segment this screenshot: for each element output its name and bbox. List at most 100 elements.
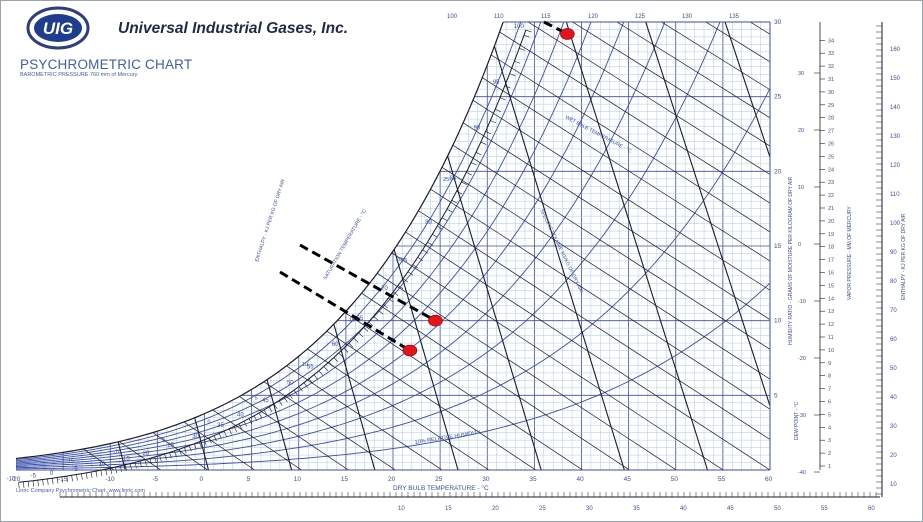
state-point-marker: [428, 314, 443, 327]
vapor-pressure-label: 11: [828, 335, 834, 341]
enthalpy-scale-tick: [427, 241, 433, 246]
enthalpy-scale-tick: [27, 481, 30, 488]
enthalpy-scale-tick: [42, 479, 44, 486]
vapor-pressure-label: 24: [828, 167, 834, 173]
enthalpy-scale-tick: [144, 459, 147, 466]
vapor-pressure-label: 27: [828, 129, 834, 135]
enthalpy-line: [73, 22, 770, 470]
wet-bulb-label: 0: [208, 420, 211, 426]
vapor-pressure-label: 6: [828, 400, 831, 406]
enthalpy-scale-tick: [71, 475, 73, 482]
enthalpy-right-label: 160: [890, 47, 901, 53]
enthalpy-scale-tick: [293, 390, 298, 396]
enthalpy-scale-label: 70: [381, 286, 388, 292]
x-tick-label: 5: [247, 476, 251, 483]
dewpoint-label: 20: [798, 128, 804, 134]
vapor-pressure-label: 4: [828, 425, 831, 431]
enthalpy-scale-tick: [328, 361, 334, 367]
vapor-pressure-label: 7: [828, 387, 831, 393]
enthalpy-scale-tick: [393, 291, 399, 296]
enthalpy-scale-tick: [243, 421, 248, 427]
enthalpy-scale-label: 10: [99, 462, 106, 468]
vapor-pressure-label: 34: [828, 38, 834, 44]
enthalpy-right-label: 90: [890, 250, 897, 256]
enthalpy-scale-tick: [373, 316, 379, 321]
x-tick-label: 60: [765, 476, 773, 483]
enthalpy-scale-tick: [509, 73, 516, 77]
enthalpy-scale-tick: [397, 285, 404, 290]
enthalpy-scale-title: ENTHALPY - KJ PER KG OF DRY AIR: [254, 178, 287, 262]
x-tick-label: 35: [529, 476, 537, 483]
chart-curves: [16, 22, 770, 470]
enthalpy-scale-tick: [263, 409, 268, 416]
vapor-pressure-label: 33: [828, 51, 834, 57]
enthalpy-scale-tick: [323, 366, 329, 372]
y-tick-label: 20: [774, 168, 782, 175]
enthalpy-bottom-label: 30: [586, 506, 593, 512]
enthalpy-top-label: 130: [682, 14, 693, 20]
enthalpy-line: [16, 22, 440, 470]
enthalpy-top-label: 135: [729, 14, 740, 20]
enthalpy-scale-tick: [313, 374, 318, 380]
enthalpy-scale-tick: [159, 455, 162, 462]
x-tick-label: -15: [58, 476, 68, 483]
x-axis-title: DRY BULB TEMPERATURE - °C: [393, 484, 489, 492]
enthalpy-scale-tick: [85, 472, 88, 479]
enthalpy-right-label: 30: [890, 424, 897, 430]
enthalpy-bottom-label: 50: [774, 506, 781, 512]
enthalpy-top-label: 100: [447, 14, 458, 20]
enthalpy-scale-tick: [303, 382, 308, 388]
enthalpy-scale-label: 15: [123, 456, 130, 462]
enthalpy-scale-tick: [417, 257, 423, 261]
y-tick-label: 5: [774, 392, 778, 399]
enthalpy-right-label: 70: [890, 308, 897, 314]
enthalpy-scale-tick: [523, 34, 530, 38]
wet-bulb-label: -5: [160, 437, 165, 443]
x-tick-label: 20: [388, 476, 396, 483]
chart-subtitle: BAROMETRIC PRESSURE 760 mm of Mercury: [20, 72, 138, 78]
enthalpy-scale-label: 100: [514, 24, 525, 30]
enthalpy-scale-tick: [76, 474, 78, 481]
enthalpy-scale-tick: [218, 433, 222, 440]
chart-grid: [16, 22, 770, 470]
vapor-pressure-label: 21: [828, 206, 834, 212]
enthalpy-scale-tick: [51, 478, 54, 485]
enthalpy-scale-tick: [95, 471, 98, 478]
enthalpy-scale-tick: [124, 464, 127, 471]
enthalpy-right-label: 140: [890, 105, 901, 111]
wet-bulb-label: 20: [396, 257, 402, 263]
enthalpy-scale-tick: [278, 400, 283, 406]
vapor-pressure-label: 8: [828, 374, 831, 380]
y-tick-label: 15: [774, 243, 782, 250]
dewpoint-label: -20: [798, 356, 806, 362]
relative-humidity-curve: [16, 22, 770, 463]
enthalpy-right-label: 40: [890, 395, 897, 401]
enthalpy-scale-tick: [318, 370, 324, 376]
x-tick-label: 0: [200, 476, 204, 483]
enthalpy-scale-tick: [134, 462, 137, 469]
enthalpy-scale-tick: [233, 426, 237, 432]
vapor-pressure-label: 29: [828, 103, 834, 109]
enthalpy-scale-tick: [368, 321, 374, 327]
enthalpy-scale-tick: [100, 470, 103, 477]
relative-humidity-title: 10% RELATIVE HUMIDITY: [414, 430, 481, 446]
x-tick-label: -10: [105, 476, 115, 483]
vapor-pressure-label: 9: [828, 361, 831, 367]
relative-humidity-curve: [16, 88, 770, 469]
saturation-curve: [15, 21, 504, 460]
enthalpy-right-label: 100: [890, 221, 901, 227]
enthalpy-scale-label: 90: [474, 125, 481, 131]
y-tick-label: 30: [774, 19, 782, 26]
enthalpy-bottom-label: 10: [398, 506, 405, 512]
dewpoint-label: -10: [798, 299, 806, 305]
enthalpy-scale-tick: [422, 249, 428, 254]
enthalpy-scale-tick: [184, 447, 187, 454]
enthalpy-scale-label: 80: [425, 220, 432, 226]
enthalpy-scale-tick: [66, 476, 68, 483]
specific-volume-title: SPECIFIC VOLUME M3/KG OF DRY AIR: [538, 208, 584, 294]
enthalpy-bottom-label: 40: [680, 506, 687, 512]
enthalpy-scale-tick: [456, 190, 463, 195]
enthalpy-scale-label: 95: [493, 80, 500, 86]
dashed-leader-line: [279, 270, 411, 352]
